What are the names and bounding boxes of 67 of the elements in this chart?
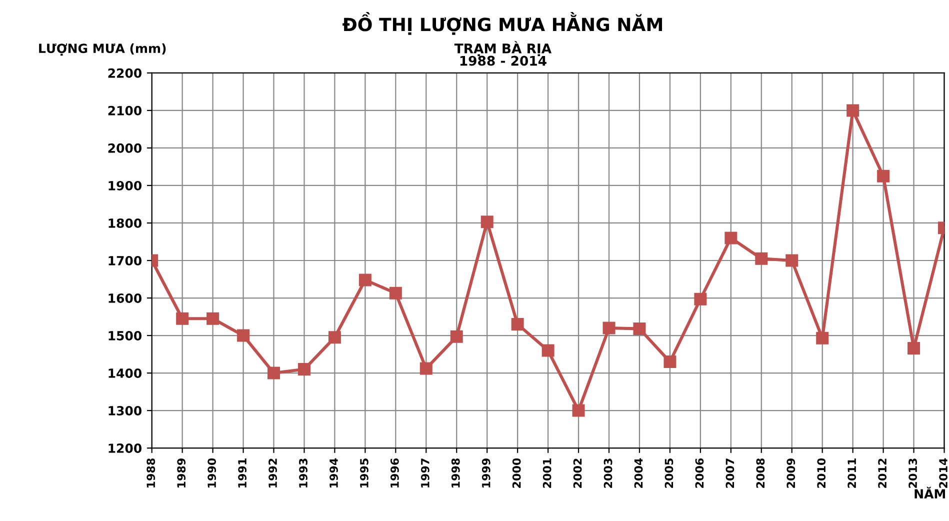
y-tick-label: 2200 (108, 68, 142, 78)
x-tick-label: 1999 (482, 458, 490, 488)
x-tick-label: 2006 (695, 458, 704, 488)
y-tick-label: 2000 (108, 143, 142, 153)
x-tick-label: 2008 (756, 458, 765, 488)
x-tick-label: 1991 (238, 458, 246, 488)
x-tick-label: 1993 (299, 458, 308, 488)
point (816, 332, 829, 344)
x-tick-label: 2011 (848, 458, 856, 488)
y-tick-label: 1300 (108, 406, 142, 416)
point (664, 356, 676, 368)
x-tick-label: 1996 (390, 458, 399, 488)
x-tick-label: 2013 (908, 458, 917, 488)
x-tick-label: 1995 (360, 458, 368, 488)
y-tick-label: 1800 (108, 218, 142, 228)
x-tick-label: 2014 (939, 458, 948, 488)
point (450, 330, 463, 343)
point (908, 342, 920, 355)
x-tick-label: 2003 (604, 458, 612, 488)
point (694, 292, 707, 306)
point (358, 274, 372, 286)
point (724, 232, 738, 244)
point (755, 252, 768, 265)
y-axis-title: LƯỢNG MƯA (mm) (39, 43, 166, 56)
point (846, 104, 860, 117)
x-tick-label: 2007 (726, 458, 734, 488)
x-tick-label: 1997 (420, 458, 430, 488)
point (206, 312, 220, 325)
point (298, 363, 310, 376)
y-tick-label: 1600 (108, 293, 142, 303)
y-tick-label: 1200 (108, 444, 142, 453)
y-tick-label: 2100 (108, 106, 142, 116)
point (877, 170, 890, 182)
point (328, 331, 341, 344)
x-tick-label: 1988 (146, 458, 156, 488)
point (786, 254, 798, 267)
y-tick-label: 1400 (108, 368, 142, 378)
x-tick-label: 2000 (512, 458, 521, 488)
point (511, 318, 524, 331)
point (633, 322, 646, 336)
y-tick-label: 1900 (108, 180, 142, 190)
x-tick-label: 2004 (634, 458, 643, 488)
x-tick-label: 2009 (786, 458, 796, 488)
point (480, 216, 494, 228)
x-tick-label: 2012 (878, 458, 887, 488)
point (602, 322, 616, 334)
x-tick-label: 2010 (817, 458, 826, 488)
point (542, 344, 554, 357)
x-tick-label: 1989 (177, 458, 186, 488)
x-axis-title: NĂM (914, 486, 945, 498)
chart-title: ĐỒ THỊ LƯỢNG MƯA HẰNG NĂM (342, 12, 662, 35)
x-tick-label: 2001 (542, 458, 552, 488)
point (268, 366, 280, 380)
x-tick-label: 1994 (330, 458, 338, 488)
y-tick-label: 1700 (108, 256, 142, 266)
x-tick-label: 1998 (451, 458, 460, 488)
chart-subtitle: TRẠM BÀ RỊA 1988 - 2014 (454, 41, 552, 66)
point (237, 329, 250, 342)
y-tick-label: 1500 (108, 330, 142, 340)
x-tick-label: 1992 (268, 458, 277, 488)
point (176, 312, 189, 325)
point (420, 362, 432, 375)
point (389, 286, 402, 300)
x-tick-label: 2005 (664, 458, 674, 488)
x-tick-label: 2002 (573, 458, 582, 488)
point (572, 404, 585, 417)
x-tick-label: 1990 (208, 458, 216, 488)
